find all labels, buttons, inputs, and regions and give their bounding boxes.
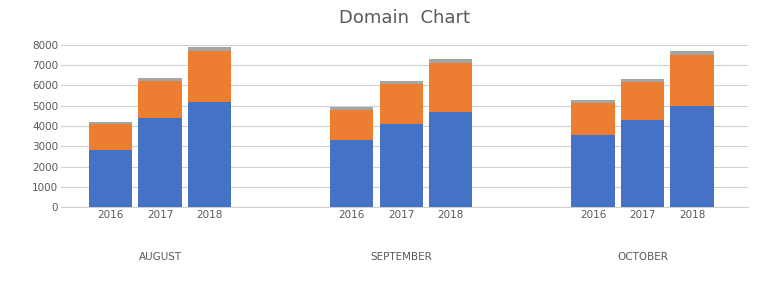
Bar: [621, 79, 665, 82]
Bar: [138, 81, 182, 118]
Bar: [429, 59, 472, 63]
Bar: [571, 100, 615, 103]
Bar: [330, 107, 373, 110]
Legend: REGISTRATION, RENEWAL, RESTORATION: REGISTRATION, RENEWAL, RESTORATION: [211, 284, 488, 288]
Bar: [89, 150, 132, 207]
Text: OCTOBER: OCTOBER: [617, 252, 668, 262]
Text: SEPTEMBER: SEPTEMBER: [370, 252, 432, 262]
Bar: [571, 135, 615, 207]
Bar: [188, 51, 231, 102]
Bar: [330, 140, 373, 207]
Bar: [380, 81, 423, 84]
Bar: [621, 82, 665, 120]
Title: Domain  Chart: Domain Chart: [339, 10, 470, 27]
Bar: [671, 55, 713, 106]
Text: AUGUST: AUGUST: [138, 252, 182, 262]
Bar: [89, 124, 132, 150]
Bar: [429, 112, 472, 207]
Bar: [188, 102, 231, 207]
Bar: [671, 51, 713, 55]
Bar: [380, 84, 423, 124]
Bar: [571, 103, 615, 135]
Bar: [621, 120, 665, 207]
Bar: [138, 78, 182, 81]
Bar: [138, 118, 182, 207]
Bar: [330, 110, 373, 140]
Bar: [89, 122, 132, 124]
Bar: [429, 63, 472, 112]
Bar: [380, 124, 423, 207]
Bar: [671, 106, 713, 207]
Bar: [188, 47, 231, 51]
